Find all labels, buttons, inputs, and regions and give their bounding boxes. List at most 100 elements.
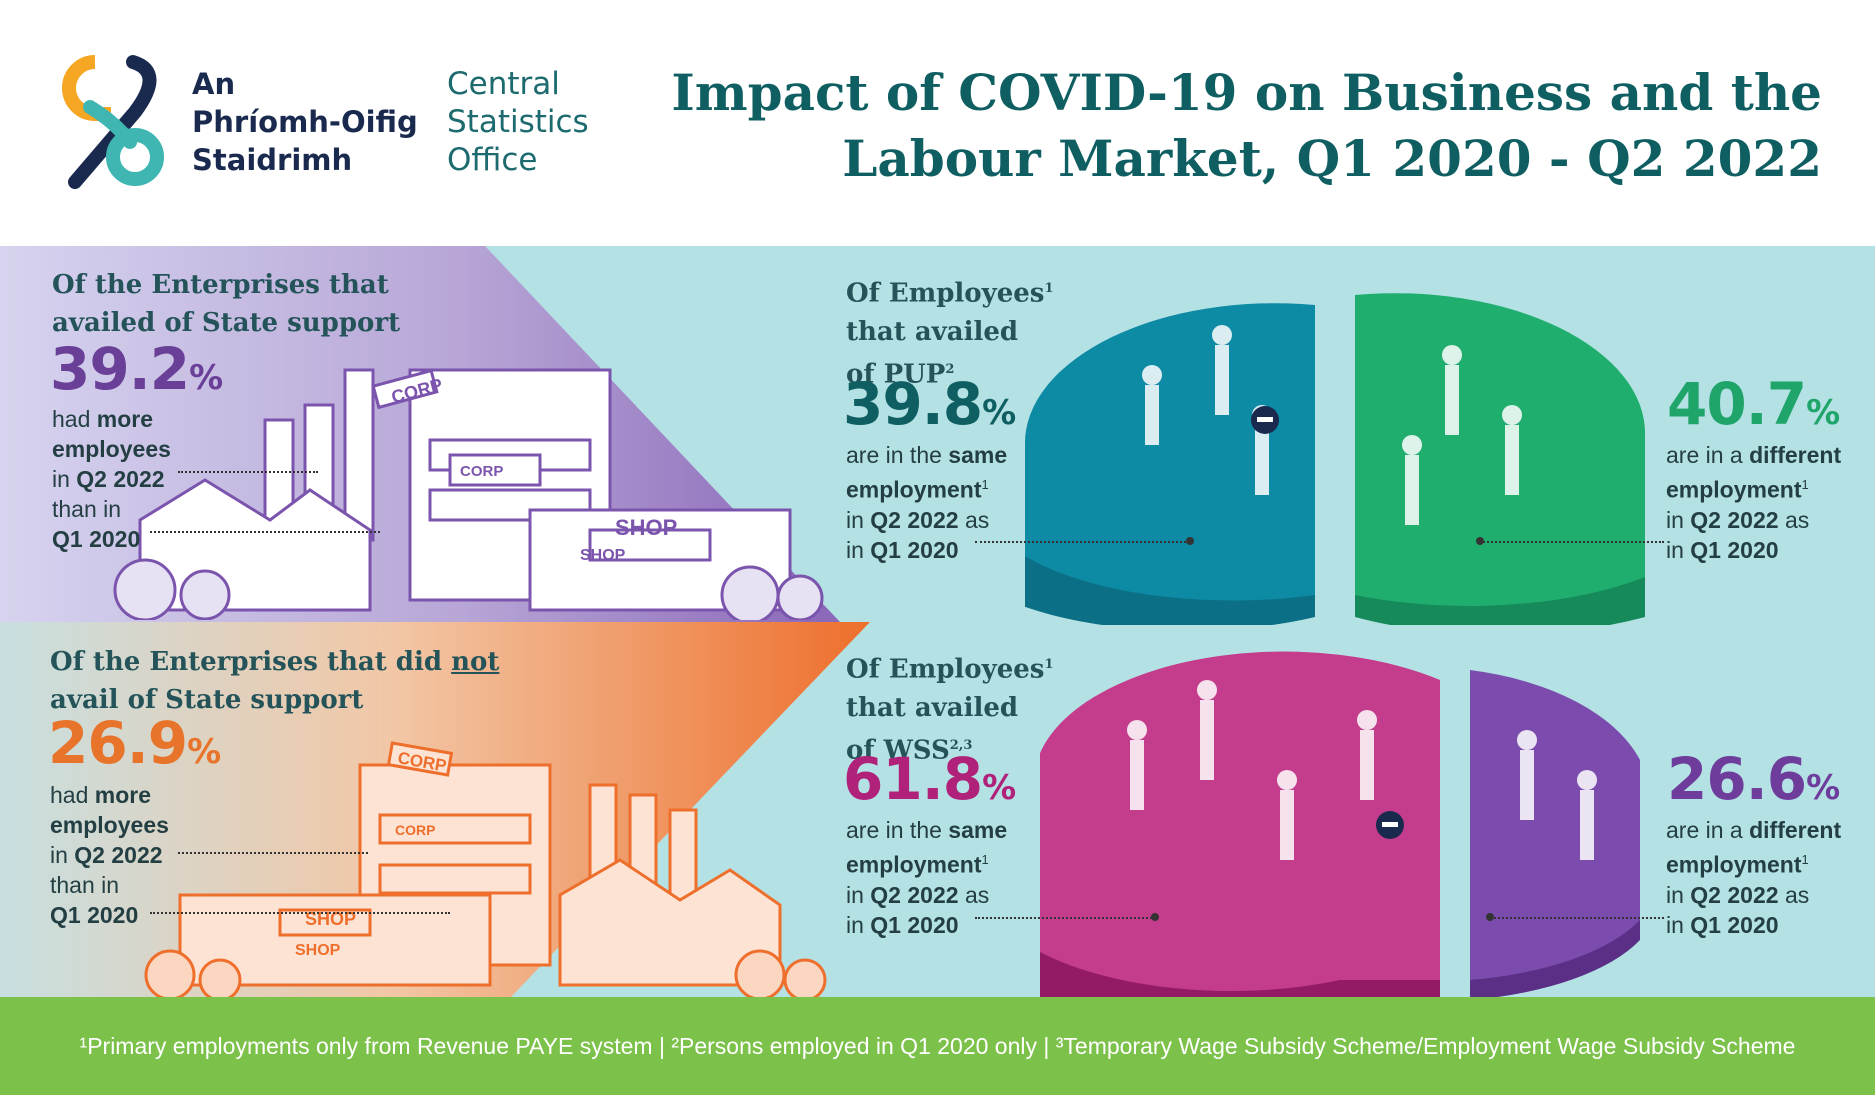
wss-same-leader-line — [975, 917, 1155, 919]
wss-same-desc-in: in — [846, 882, 864, 908]
wss-same-leader-dot — [1151, 913, 1159, 921]
not-supported-heading-not: not — [451, 647, 499, 677]
wss-diff-desc-different: different — [1749, 817, 1841, 843]
wss-diff-value: 26.6% — [1667, 748, 1839, 819]
wss-same-value-unit: % — [982, 768, 1015, 808]
pup-same-desc-sup: 1 — [981, 477, 988, 492]
supported-heading-line-1: Of the Enterprises that — [52, 266, 400, 304]
title-line-1: Impact of COVID-19 on Business and the — [671, 60, 1822, 126]
wss-same-value: 61.8% — [843, 748, 1015, 819]
corp-sign-4: CORP — [395, 822, 435, 838]
supported-desc-than-in: than in — [52, 494, 171, 524]
pup-diff-desc-in: in — [1666, 507, 1684, 533]
not-supported-buildings-illustration: CORP CORP SHOP SHOP — [140, 735, 840, 997]
pup-diff-value-number: 40.7 — [1667, 370, 1806, 438]
pup-same-desc-q2: Q2 2022 — [870, 507, 958, 533]
not-supported-value-unit: % — [187, 732, 220, 772]
wss-same-desc-sup: 1 — [981, 852, 988, 867]
page-title: Impact of COVID-19 on Business and the L… — [671, 60, 1822, 192]
logo-name-irish: An Phríomh-Oifig Staidrimh — [192, 65, 418, 179]
footnotes: ¹Primary employments only from Revenue P… — [0, 1033, 1875, 1060]
not-supported-desc-than-in: than in — [50, 870, 169, 900]
pup-same-leader-line — [975, 541, 1190, 543]
supported-desc-employees: employees — [52, 436, 171, 462]
not-supported-heading: Of the Enterprises that did not avail of… — [50, 643, 499, 719]
not-supported-heading-line-1: Of the Enterprises that did — [50, 647, 442, 677]
pup-heading-line-2: that availed — [846, 313, 1054, 351]
not-supported-value: 26.9% — [48, 712, 220, 783]
supported-value-number: 39.2 — [50, 335, 189, 403]
wss-same-desc-q1: Q1 2020 — [870, 912, 958, 938]
pup-diff-desc-in-2: in — [1666, 537, 1684, 563]
pup-diff-desc-employment: employment — [1666, 477, 1801, 503]
wss-diff-desc-q2: Q2 2022 — [1690, 882, 1778, 908]
supported-value: 39.2% — [50, 338, 222, 409]
pup-same-value: 39.8% — [843, 373, 1015, 444]
wss-diff-value-unit: % — [1806, 768, 1839, 808]
supported-heading: Of the Enterprises that availed of State… — [52, 266, 400, 342]
pup-heading-line-1: Of Employees — [846, 279, 1044, 309]
pup-diff-desc-sup: 1 — [1801, 477, 1808, 492]
logo-en-line-1: Central — [447, 65, 589, 103]
pup-diff-value: 40.7% — [1667, 373, 1839, 444]
not-supported-desc-more: more — [95, 782, 151, 808]
wss-diff-desc-pre: are in a — [1666, 817, 1743, 843]
supported-leader-line-1 — [178, 471, 318, 473]
wss-diff-desc-q1: Q1 2020 — [1690, 912, 1778, 938]
pup-same-value-number: 39.8 — [843, 370, 982, 438]
not-supported-description: had more employees in Q2 2022 than in Q1… — [50, 780, 169, 930]
wss-diff-description: are in a different employment1 in Q2 202… — [1666, 815, 1841, 940]
logo-ga-line-2: Phríomh-Oifig — [192, 103, 418, 141]
supported-desc-in: in — [52, 466, 70, 492]
wss-diff-leader-line — [1490, 917, 1664, 919]
pup-same-desc-in-2: in — [846, 537, 864, 563]
pup-same-desc-same: same — [948, 442, 1007, 468]
not-supported-desc-in: in — [50, 842, 68, 868]
supported-value-unit: % — [189, 358, 222, 398]
supported-desc-had: had — [52, 406, 90, 432]
supported-desc-more: more — [97, 406, 153, 432]
wss-same-description: are in the same employment1 in Q2 2022 a… — [846, 815, 1007, 940]
pup-same-desc-q1: Q1 2020 — [870, 537, 958, 563]
shop-sign-4: SHOP — [295, 942, 341, 959]
supported-leader-line-2 — [150, 531, 380, 533]
wss-heading-sup-1: 1 — [1044, 657, 1053, 672]
pup-same-desc-in: in — [846, 507, 864, 533]
not-supported-desc-q1: Q1 2020 — [50, 902, 138, 928]
wss-diff-desc-in-2: in — [1666, 912, 1684, 938]
wss-same-desc-same: same — [948, 817, 1007, 843]
logo-ga-line-1: An — [192, 65, 418, 103]
supported-desc-q1: Q1 2020 — [52, 526, 140, 552]
pup-same-value-unit: % — [982, 393, 1015, 433]
corp-sign-2: CORP — [460, 463, 503, 480]
pup-diff-desc-different: different — [1749, 442, 1841, 468]
wss-same-desc-pre: are in the — [846, 817, 942, 843]
pup-diff-description: are in a different employment1 in Q2 202… — [1666, 440, 1841, 565]
logo-en-line-3: Office — [447, 141, 589, 179]
pup-diff-desc-q1: Q1 2020 — [1690, 537, 1778, 563]
not-supported-leader-line-2 — [150, 912, 450, 914]
not-supported-value-number: 26.9 — [48, 709, 187, 777]
wss-same-desc-employment: employment — [846, 852, 981, 878]
wss-diff-desc-as: as — [1785, 882, 1809, 908]
pup-same-desc-employment: employment — [846, 477, 981, 503]
supported-desc-q2: Q2 2022 — [76, 466, 164, 492]
pup-diff-desc-q2: Q2 2022 — [1690, 507, 1778, 533]
wss-same-desc-as: as — [965, 882, 989, 908]
wss-heading-line-1: Of Employees — [846, 655, 1044, 685]
not-supported-desc-employees: employees — [50, 812, 169, 838]
wss-same-value-number: 61.8 — [843, 745, 982, 813]
pup-same-leader-dot — [1186, 537, 1194, 545]
logo-name-english: Central Statistics Office — [447, 65, 589, 179]
pup-heading-sup-1: 1 — [1044, 281, 1053, 296]
pup-same-description: are in the same employment1 in Q2 2022 a… — [846, 440, 1007, 565]
logo-en-line-2: Statistics — [447, 103, 589, 141]
pup-diff-leader-line — [1480, 541, 1664, 543]
wss-diff-desc-employment: employment — [1666, 852, 1801, 878]
pup-diff-desc-as: as — [1785, 507, 1809, 533]
shop-sign-2: SHOP — [580, 547, 626, 564]
shop-sign-1: SHOP — [615, 515, 677, 540]
wss-same-desc-q2: Q2 2022 — [870, 882, 958, 908]
logo-ga-line-3: Staidrimh — [192, 141, 418, 179]
pup-same-desc-as: as — [965, 507, 989, 533]
